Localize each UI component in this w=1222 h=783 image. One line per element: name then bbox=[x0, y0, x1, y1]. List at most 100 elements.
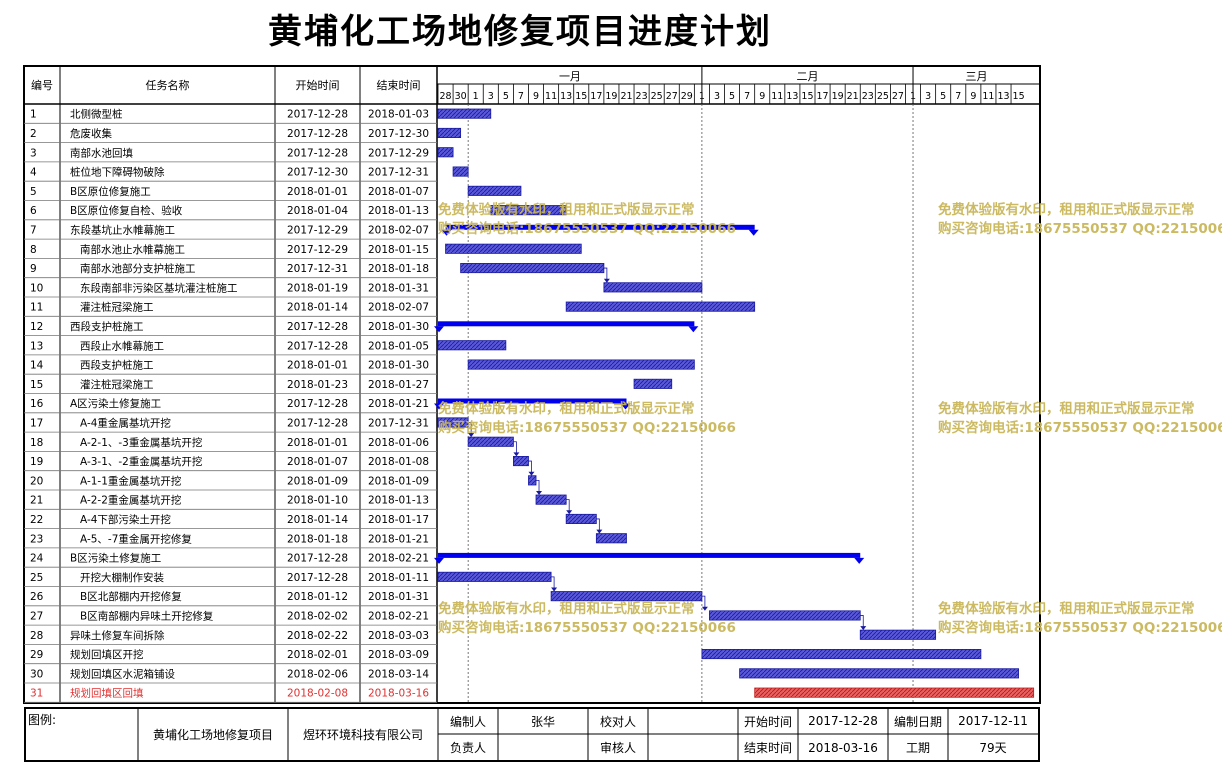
task-start: 2018-02-06 bbox=[287, 668, 348, 680]
day-tick-label: 19 bbox=[832, 91, 844, 102]
task-name: 西段支护桩施工 bbox=[80, 359, 154, 372]
task-end: 2018-03-03 bbox=[368, 630, 429, 642]
dependency-arrow bbox=[596, 529, 603, 534]
task-start: 2017-12-28 bbox=[287, 572, 348, 584]
project-name: 黄埔化工场地修复项目 bbox=[152, 728, 273, 742]
summary-bar bbox=[438, 552, 861, 558]
task-end: 2018-01-13 bbox=[368, 495, 429, 507]
task-name: 南部水池回填 bbox=[70, 146, 133, 159]
day-tick-label: 13 bbox=[997, 91, 1009, 102]
dependency-link bbox=[551, 576, 555, 591]
task-name: 规划回填区开挖 bbox=[70, 648, 144, 661]
column-header-id: 编号 bbox=[31, 78, 53, 92]
day-tick-label: 27 bbox=[666, 91, 678, 102]
duration-label: 工期 bbox=[905, 741, 930, 755]
day-tick-label: 1 bbox=[910, 91, 916, 102]
task-end: 2017-12-31 bbox=[368, 167, 429, 179]
table-row: 21 A-2-2重金属基坑开挖 2018-01-10 2018-01-13 bbox=[30, 494, 429, 507]
task-name: A-4下部污染土开挖 bbox=[80, 513, 171, 526]
task-id: 5 bbox=[30, 186, 37, 198]
table-row: 24 B区污染土修复施工 2017-12-28 2018-02-21 bbox=[30, 552, 429, 565]
task-name: A-3-1、-2重金属基坑开挖 bbox=[80, 455, 202, 468]
task-name: 东段基坑止水帷幕施工 bbox=[70, 223, 175, 236]
day-tick-label: 19 bbox=[605, 91, 617, 102]
task-end: 2018-01-27 bbox=[368, 379, 429, 391]
task-name: A-1-1重金属基坑开挖 bbox=[80, 474, 181, 487]
task-id: 23 bbox=[30, 533, 43, 545]
table-row: 8 南部水池止水帷幕施工 2017-12-29 2018-01-15 bbox=[30, 243, 429, 256]
column-header-name: 任务名称 bbox=[146, 78, 190, 92]
table-row: 4 桩位地下障碍物破除 2017-12-30 2017-12-31 bbox=[30, 166, 429, 179]
task-bar bbox=[490, 205, 567, 216]
dependency-arrow bbox=[513, 452, 520, 457]
task-id: 12 bbox=[30, 321, 43, 333]
task-bar bbox=[513, 455, 529, 467]
table-row: 17 A-4重金属基坑开挖 2017-12-28 2017-12-31 bbox=[30, 416, 429, 429]
task-end: 2018-03-09 bbox=[368, 649, 429, 661]
chart-frame bbox=[23, 65, 1041, 704]
task-name: 危废收集 bbox=[70, 127, 112, 140]
task-name: 西段支护桩施工 bbox=[70, 320, 144, 333]
task-start: 2017-12-29 bbox=[287, 244, 348, 256]
task-id: 27 bbox=[30, 610, 43, 622]
task-id: 15 bbox=[30, 379, 43, 391]
task-start: 2018-01-23 bbox=[287, 379, 348, 391]
summary-bar-cap bbox=[854, 557, 865, 564]
table-row: 2 危废收集 2017-12-28 2017-12-30 bbox=[30, 127, 429, 140]
legend-label: 图例: bbox=[28, 712, 57, 727]
month-label: 二月 bbox=[796, 70, 818, 83]
dependency-link bbox=[860, 615, 864, 630]
task-end: 2018-01-06 bbox=[368, 437, 429, 449]
task-name: B区原位修复施工 bbox=[70, 185, 151, 198]
task-start: 2017-12-28 bbox=[287, 147, 348, 159]
summary-bar bbox=[438, 321, 695, 327]
day-tick-label: 25 bbox=[877, 91, 889, 102]
day-tick-label: 7 bbox=[744, 91, 750, 102]
day-tick-label: 25 bbox=[651, 91, 663, 102]
task-bar bbox=[603, 282, 703, 293]
task-id: 29 bbox=[30, 649, 43, 661]
task-id: 26 bbox=[30, 591, 44, 603]
table-row: 10 东段南部非污染区基坑灌注桩施工 2018-01-19 2018-01-31 bbox=[30, 281, 429, 294]
task-id: 10 bbox=[30, 282, 43, 294]
task-id: 16 bbox=[30, 398, 44, 410]
day-tick-label: 27 bbox=[892, 91, 904, 102]
compile-date-label: 编制日期 bbox=[893, 714, 942, 729]
day-tick-label: 23 bbox=[636, 91, 648, 102]
day-tick-label: 1 bbox=[473, 91, 479, 102]
critical-task-bar bbox=[754, 687, 1035, 698]
table-row: 18 A-2-1、-3重金属基坑开挖 2018-01-01 2018-01-06 bbox=[30, 436, 429, 449]
month-label: 一月 bbox=[559, 70, 581, 83]
table-row: 27 B区南部棚内异味土开挖修复 2018-02-02 2018-02-21 bbox=[30, 609, 429, 622]
task-id: 11 bbox=[30, 302, 43, 314]
day-tick-label: 21 bbox=[620, 91, 632, 102]
task-id: 18 bbox=[30, 437, 43, 449]
day-tick-label: 15 bbox=[575, 91, 587, 102]
responsible-label: 负责人 bbox=[449, 741, 486, 755]
start-label: 开始时间 bbox=[743, 714, 792, 729]
table-row: 16 A区污染土修复施工 2017-12-28 2018-01-21 bbox=[30, 397, 429, 410]
table-row: 20 A-1-1重金属基坑开挖 2018-01-09 2018-01-09 bbox=[30, 474, 429, 487]
task-name: B区北部棚内开挖修复 bbox=[80, 590, 182, 603]
task-bar bbox=[565, 513, 597, 524]
day-tick-label: 7 bbox=[518, 91, 524, 102]
summary-bar-cap bbox=[688, 326, 699, 333]
task-name: 西段止水帷幕施工 bbox=[80, 339, 164, 352]
table-row: 25 开挖大棚制作安装 2017-12-28 2018-01-11 bbox=[30, 571, 429, 584]
task-end: 2018-01-11 bbox=[368, 572, 429, 584]
summary-bar-cap bbox=[434, 557, 444, 564]
table-row: 9 南部水池部分支护桩施工 2017-12-31 2018-01-18 bbox=[30, 262, 429, 275]
task-id: 13 bbox=[30, 340, 43, 352]
task-id: 24 bbox=[30, 553, 44, 565]
dependency-link bbox=[701, 595, 706, 610]
table-row: 15 灌注桩冠梁施工 2018-01-23 2018-01-27 bbox=[30, 378, 429, 391]
task-id: 30 bbox=[30, 668, 43, 680]
task-end: 2018-01-03 bbox=[368, 109, 429, 121]
task-bar bbox=[437, 417, 469, 428]
task-id: 8 bbox=[30, 244, 37, 256]
table-row: 19 A-3-1、-2重金属基坑开挖 2018-01-07 2018-01-08 bbox=[30, 455, 429, 468]
task-id: 21 bbox=[30, 495, 43, 507]
day-tick-label: 1 bbox=[699, 91, 705, 102]
task-end: 2017-12-29 bbox=[368, 147, 429, 159]
